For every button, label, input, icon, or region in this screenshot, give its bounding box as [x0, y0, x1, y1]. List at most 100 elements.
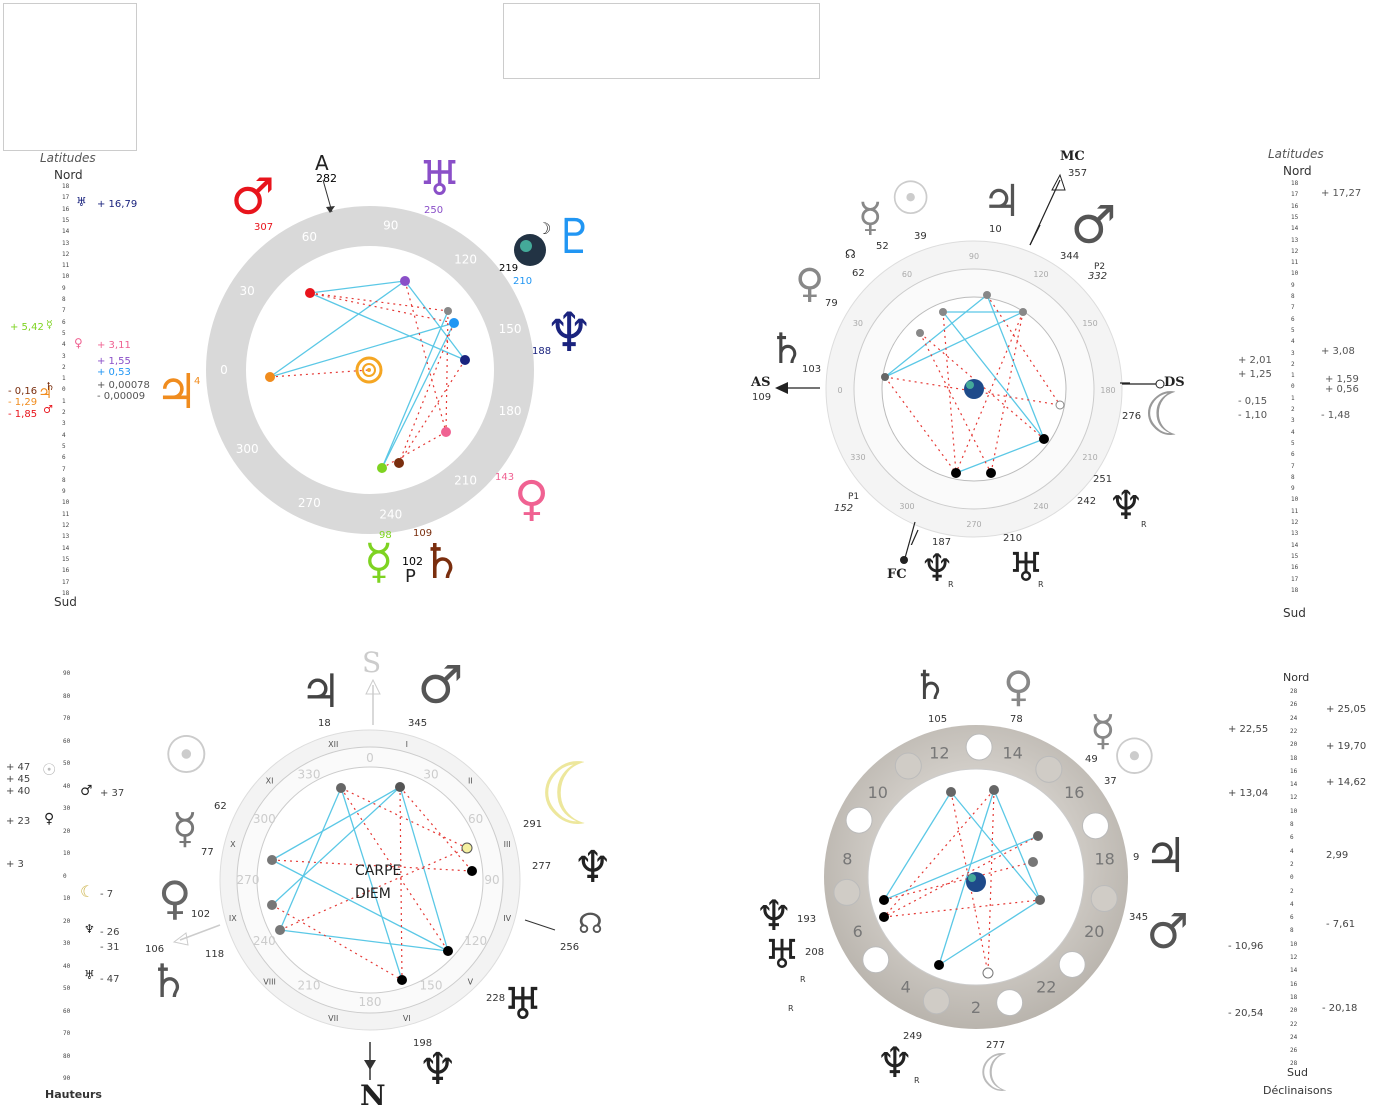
lat2-tick: 17 [1291, 191, 1299, 199]
decl-tick: 24 [1290, 714, 1298, 722]
lat1-tick: 2 [62, 363, 66, 371]
uranus-icon: ♅ [418, 151, 462, 207]
venus-degree-3: 102 [191, 909, 211, 920]
top-center-box[interactable] [503, 3, 820, 79]
lat1-tick: 16 [62, 205, 70, 213]
geo-degree-label: 270 [966, 520, 981, 529]
helio-degree-label: 210 [454, 473, 477, 487]
lat2-tick: 4 [1291, 338, 1295, 346]
mercury-degree-3: 62 [214, 801, 227, 812]
moon-day-label: 20 [1084, 922, 1104, 941]
uranus-degree-4: 208 [805, 947, 825, 958]
mars-degree-4: 345 [1129, 912, 1149, 923]
jupiter-decl: 2,99 [1326, 850, 1349, 861]
sun-degree-3: 77 [201, 847, 214, 858]
decl-tick: 4 [1290, 900, 1294, 908]
lat2-tick: 14 [1291, 541, 1299, 549]
lat2-tick: 5 [1291, 439, 1295, 447]
axis-arrows [775, 173, 1165, 564]
decl-tick: 10 [1290, 940, 1298, 948]
saturn-icon-3: ♄ [148, 954, 190, 1008]
lat2-tick: 6 [1291, 315, 1295, 323]
lunar-wheel: 2 4 6 8 10 12 14 16 18 20 22 [824, 725, 1128, 1029]
moon-day-label: 16 [1064, 783, 1084, 802]
lat1-tick: 8 [62, 296, 66, 303]
mercury-small-icon: ☿ [46, 318, 53, 331]
decl-tick: 28 [1290, 688, 1298, 695]
neptune-icon-2: ♆ [1108, 483, 1144, 529]
jupiter-degree-4: 9 [1133, 852, 1140, 863]
lat1-tick: 11 [62, 262, 70, 270]
decl-tick: 22 [1290, 1020, 1298, 1028]
moon-day-label: 8 [842, 849, 852, 868]
moon-phase [1058, 950, 1086, 978]
decl-tick: 24 [1290, 1033, 1298, 1041]
uranus-degree-3: 228 [486, 993, 506, 1004]
moon-day-label: 10 [868, 783, 888, 802]
height-tick: 30 [63, 940, 71, 947]
horizon-degree-label: 120 [464, 934, 487, 948]
lat2-tick: 16 [1291, 202, 1299, 210]
sun-decl: + 14,62 [1326, 777, 1367, 788]
decl-tick: 2 [1290, 887, 1294, 895]
helio-degree-label: 90 [383, 218, 398, 232]
venus-icon-4: ♀ [1003, 662, 1034, 711]
carpe-text: CARPE [355, 863, 401, 879]
nord-label-2: Nord [1283, 164, 1312, 178]
decl-tick: 4 [1290, 847, 1294, 855]
decl-tick: 14 [1290, 967, 1298, 975]
lat1-tick: 17 [62, 578, 70, 586]
lat2-tick: 9 [1291, 485, 1295, 493]
uranus-latitude: + 1,55 [97, 356, 131, 367]
lat2-tick: 3 [1291, 417, 1295, 425]
lat1-tick: 6 [62, 318, 66, 326]
lat2-tick: 13 [1291, 236, 1299, 244]
decl-tick: 18 [1290, 754, 1298, 762]
lat2-tick: 8 [1291, 473, 1295, 481]
venus-icon: ♀ [514, 471, 550, 527]
lat1-tick: 15 [62, 216, 70, 224]
as-degree: 109 [752, 392, 772, 403]
lat1-tick: 13 [62, 239, 70, 247]
neptune-small-icon-3: ♆ [84, 922, 95, 936]
mars-icon-4: ♂ [1146, 904, 1190, 960]
declinaisons-label: Déclinaisons [1263, 1084, 1333, 1097]
ds-degree: 276 [1122, 411, 1142, 422]
p1-degree: 152 [834, 503, 854, 514]
uranus-icon-3: ♅ [503, 979, 543, 1030]
helio-degree-label: 240 [379, 508, 402, 522]
lat2-tick: 7 [1291, 462, 1295, 470]
moon-phase [862, 946, 890, 974]
moon-phase [894, 752, 922, 780]
lat2-tick: 2 [1291, 406, 1295, 413]
geocentric-wheel: 0 30 60 90 120 150 180 210 240 270 300 330 [825, 225, 1130, 545]
lat2-tick: 7 [1291, 304, 1295, 312]
hauteurs-label: Hauteurs [45, 1088, 102, 1101]
lat2-tick: 18 [1291, 586, 1299, 594]
lat2-tick: 18 [1291, 180, 1299, 187]
house-label: VI [403, 1014, 411, 1023]
decl-tick: 16 [1290, 767, 1298, 775]
neptune2-decl: - 20,54 [1228, 1008, 1264, 1019]
decl-tick: 0 [1290, 874, 1294, 882]
moon-phase [996, 989, 1024, 1017]
neptune-degree-4: 193 [797, 914, 817, 925]
lat1-tick: 1 [62, 375, 66, 383]
decl-tick: 20 [1290, 741, 1298, 749]
mars-small-icon: ♂ [43, 403, 53, 416]
lat1-tick: 3 [62, 352, 66, 360]
decl-tick: 12 [1290, 954, 1298, 961]
moon-icon-4: ☾ [978, 1044, 1025, 1104]
jupiter-degree-2: 10 [989, 224, 1002, 235]
sun-icon-4: ☉ [1112, 728, 1157, 786]
neptune2-degree-4: 249 [903, 1031, 923, 1042]
lat1-tick: 17 [62, 194, 70, 202]
lat2-tick: 11 [1291, 259, 1299, 267]
jupiter-latitude: - 1,29 [8, 397, 38, 408]
geo-degree-label: 210 [1082, 453, 1097, 462]
height-tick: 90 [63, 670, 71, 677]
pluto-degree: 210 [513, 276, 533, 287]
mercury-icon: ☿ [364, 534, 394, 590]
moon-decl: - 20,18 [1322, 1003, 1358, 1014]
moon-degree-4: 277 [986, 1040, 1006, 1051]
